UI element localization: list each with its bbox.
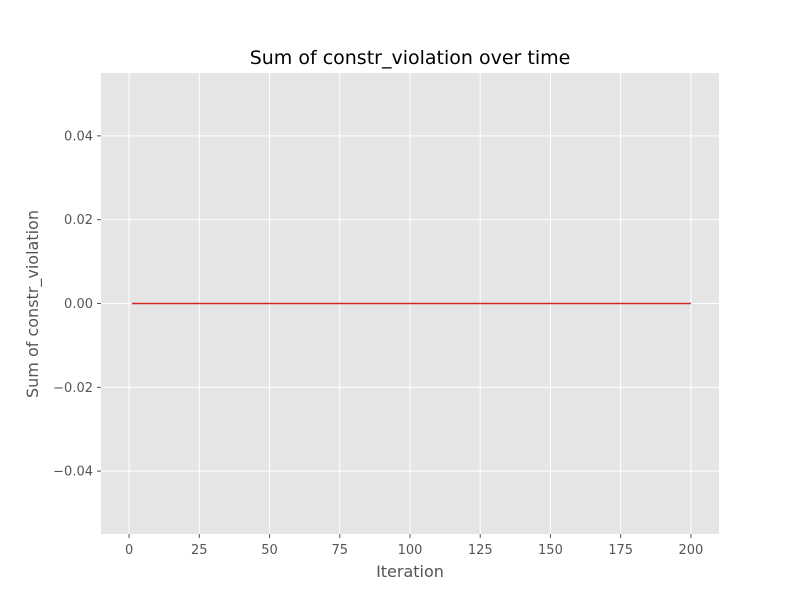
y-tick-label: −0.02 (53, 381, 93, 396)
y-tick-label: 0.00 (64, 297, 93, 312)
x-tick-label: 125 (468, 543, 493, 558)
chart-title: Sum of constr_violation over time (250, 47, 571, 69)
y-tick-label: 0.04 (64, 129, 93, 144)
x-axis-ticks: 0 25 50 75 100 125 150 175 200 (125, 534, 703, 558)
x-tick-label: 150 (538, 543, 563, 558)
y-tick-label: 0.02 (64, 213, 93, 228)
x-tick-label: 100 (398, 543, 423, 558)
x-tick-label: 0 (125, 543, 133, 558)
y-axis-ticks: −0.04 −0.02 0.00 0.02 0.04 (53, 129, 101, 480)
x-tick-label: 50 (261, 543, 278, 558)
x-axis-label: Iteration (376, 562, 444, 581)
x-tick-label: 25 (191, 543, 208, 558)
y-tick-label: −0.04 (53, 465, 93, 480)
x-tick-label: 200 (678, 543, 703, 558)
y-axis-label: Sum of constr_violation (23, 210, 43, 398)
x-tick-label: 75 (331, 543, 348, 558)
x-tick-label: 175 (608, 543, 633, 558)
